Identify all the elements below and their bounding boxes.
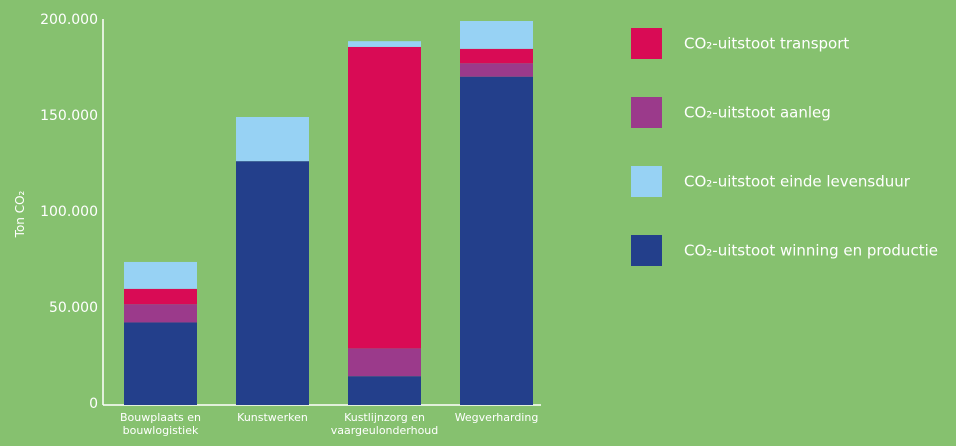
y-ticks: 0 50.000 100.000 150.000 200.000: [40, 12, 98, 412]
bar-segment: [348, 348, 421, 377]
bar-segment: [460, 48, 533, 64]
x-category-label: Kunstwerken: [237, 411, 308, 424]
y-tick-label: 200.000: [40, 12, 98, 28]
bar-segment: [460, 21, 533, 49]
bar-segment: [124, 322, 197, 405]
legend-label: CO₂-uitstoot transport: [684, 35, 849, 53]
bar-segment: [348, 46, 421, 349]
legend: CO₂-uitstoot transport CO₂-uitstoot aanle…: [631, 28, 938, 266]
bar-segment: [348, 41, 421, 47]
x-category-label: Wegverharding: [455, 411, 539, 424]
bar-segment: [124, 304, 197, 323]
legend-label: CO₂-uitstoot aanleg: [684, 104, 831, 122]
legend-swatch: [631, 235, 662, 266]
bar-segment: [236, 161, 309, 405]
bar-segment: [124, 261, 197, 289]
bar-segment: [460, 63, 533, 77]
y-tick-label: 100.000: [40, 204, 98, 220]
legend-swatch: [631, 28, 662, 59]
y-tick-label: 150.000: [40, 108, 98, 124]
bar-segment: [124, 288, 197, 305]
x-category-label: Bouwplaats en bouwlogistiek: [120, 411, 201, 437]
y-axis-label: Ton CO₂: [13, 190, 27, 238]
bars: [124, 21, 533, 406]
y-tick-label: 0: [89, 396, 98, 412]
bar-segment: [460, 76, 533, 406]
bar-segment: [348, 376, 421, 405]
legend-label: CO₂-uitstoot einde levensduur: [684, 173, 911, 191]
x-category-labels: Bouwplaats en bouwlogistiek Kunstwerken Kus…: [120, 411, 538, 437]
legend-swatch: [631, 166, 662, 197]
bar-segment: [236, 117, 309, 162]
legend-swatch: [631, 97, 662, 128]
y-tick-label: 50.000: [49, 300, 98, 316]
legend-label: CO₂-uitstoot winning en productie: [684, 242, 938, 260]
x-category-label: Kustlijnzorg en vaargeulonderhoud: [331, 411, 439, 437]
